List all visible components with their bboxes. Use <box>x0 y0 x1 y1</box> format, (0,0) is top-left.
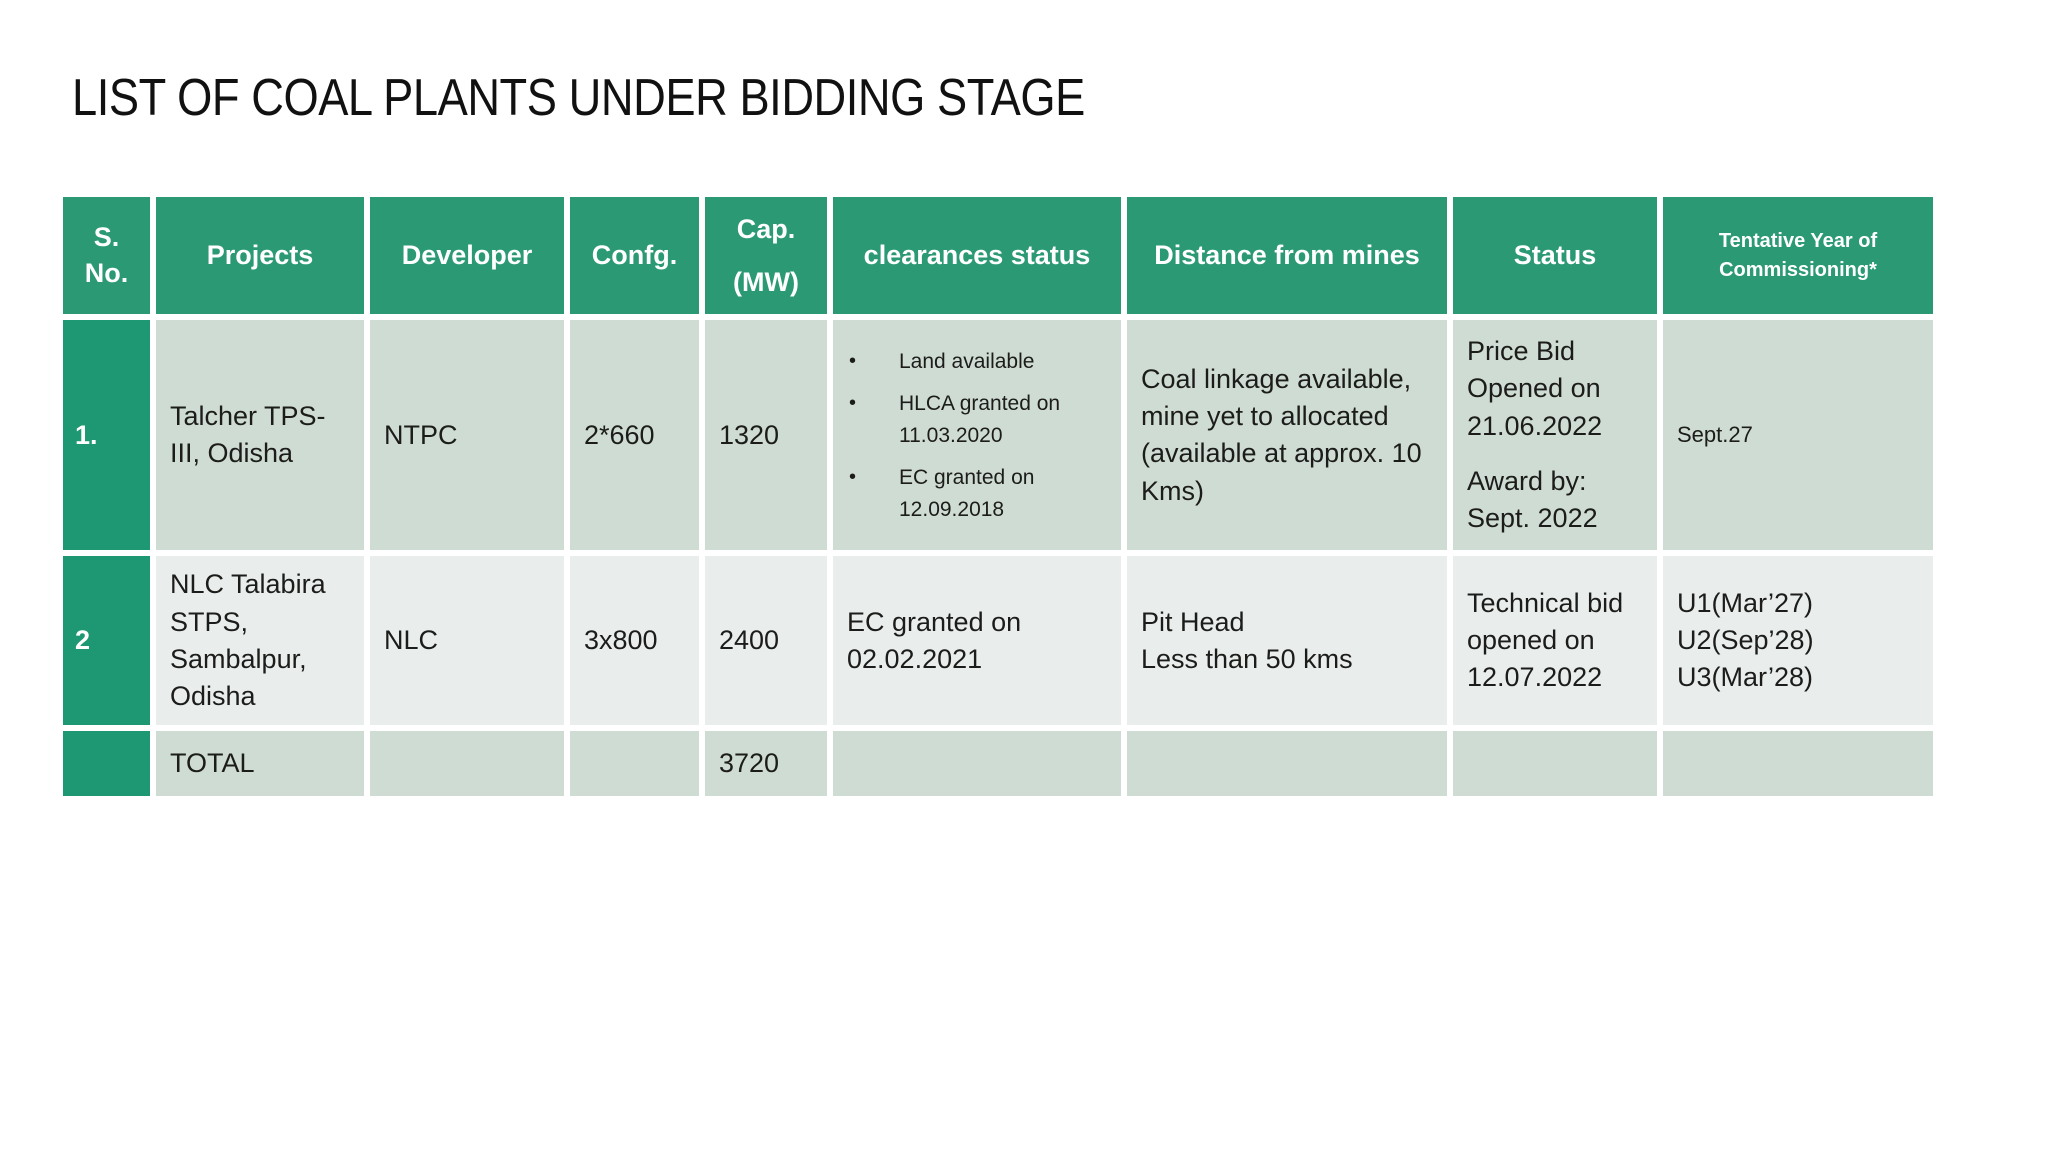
col-header-capacity: Cap. (MW) <box>702 194 830 318</box>
clearance-item: • HLCA granted on 11.03.2020 <box>849 388 1111 451</box>
col-header-status: Status <box>1450 194 1660 318</box>
cell-empty <box>1450 728 1660 800</box>
cell-config-r2: 3x800 <box>567 553 702 729</box>
cell-capacity-r1: 1320 <box>702 317 830 554</box>
col-header-projects: Projects <box>153 194 367 318</box>
clearance-item: • Land available <box>849 346 1111 378</box>
coal-plants-table: S. No. Projects Developer Confg. Cap. (M… <box>60 194 1936 800</box>
cell-capacity-r2: 2400 <box>702 553 830 729</box>
cell-sno-r1: 1. <box>60 317 153 554</box>
cell-project-r1: Talcher TPS-III, Odisha <box>153 317 367 554</box>
col-header-commissioning: Tentative Year of Commissioning* <box>1660 194 1936 318</box>
status-paragraph: Award by: Sept. 2022 <box>1467 465 1598 534</box>
bullet-icon: • <box>849 392 857 415</box>
page-title: LIST OF COAL PLANTS UNDER BIDDING STAGE <box>72 69 1085 127</box>
cell-empty <box>367 728 567 800</box>
cell-config-r1: 2*660 <box>567 317 702 554</box>
col-header-config: Confg. <box>567 194 702 318</box>
col-header-clearances: clearances status <box>830 194 1124 318</box>
bullet-icon: • <box>849 349 857 372</box>
header-row: S. No. Projects Developer Confg. Cap. (M… <box>60 194 1936 318</box>
cell-clearances-r2: EC granted on 02.02.2021 <box>830 553 1124 729</box>
clearance-text: HLCA granted on 11.03.2020 <box>899 392 1061 447</box>
cell-status-r2: Technical bid opened on 12.07.2022 <box>1450 553 1660 729</box>
cell-developer-r1: NTPC <box>367 317 567 554</box>
cell-commissioning-r2: U1(Mar’27) U2(Sep’28) U3(Mar’28) <box>1660 553 1936 729</box>
col-header-developer: Developer <box>367 194 567 318</box>
cell-commissioning-r1: Sept.27 <box>1660 317 1936 554</box>
col-header-distance: Distance from mines <box>1124 194 1450 318</box>
table-row-1: 1. Talcher TPS-III, Odisha NTPC 2*660 13… <box>60 317 1936 554</box>
status-paragraph: Price Bid Opened on 21.06.2022 <box>1467 336 1603 441</box>
cell-developer-r2: NLC <box>367 553 567 729</box>
cell-empty <box>567 728 702 800</box>
clearance-text: EC granted on 12.09.2018 <box>899 466 1035 521</box>
bullet-icon: • <box>849 466 857 489</box>
cell-empty <box>830 728 1124 800</box>
cell-total-capacity: 3720 <box>702 728 830 800</box>
clearance-item: • EC granted on 12.09.2018 <box>849 462 1111 525</box>
table-row-2: 2 NLC Talabira STPS, Sambalpur, Odisha N… <box>60 553 1936 729</box>
cell-distance-r2: Pit Head Less than 50 kms <box>1124 553 1450 729</box>
cell-sno-r2: 2 <box>60 553 153 729</box>
cell-project-r2: NLC Talabira STPS, Sambalpur, Odisha <box>153 553 367 729</box>
cell-empty <box>1660 728 1936 800</box>
cell-status-r1: Price Bid Opened on 21.06.2022 Award by:… <box>1450 317 1660 554</box>
cell-distance-r1: Coal linkage available, mine yet to allo… <box>1124 317 1450 554</box>
cell-sno-total <box>60 728 153 800</box>
clearance-text: Land available <box>899 349 1035 373</box>
col-header-sno: S. No. <box>60 194 153 318</box>
cell-clearances-r1: • Land available • HLCA granted on 11.03… <box>830 317 1124 554</box>
cell-empty <box>1124 728 1450 800</box>
cell-total-label: TOTAL <box>153 728 367 800</box>
total-row: TOTAL 3720 <box>60 728 1936 800</box>
